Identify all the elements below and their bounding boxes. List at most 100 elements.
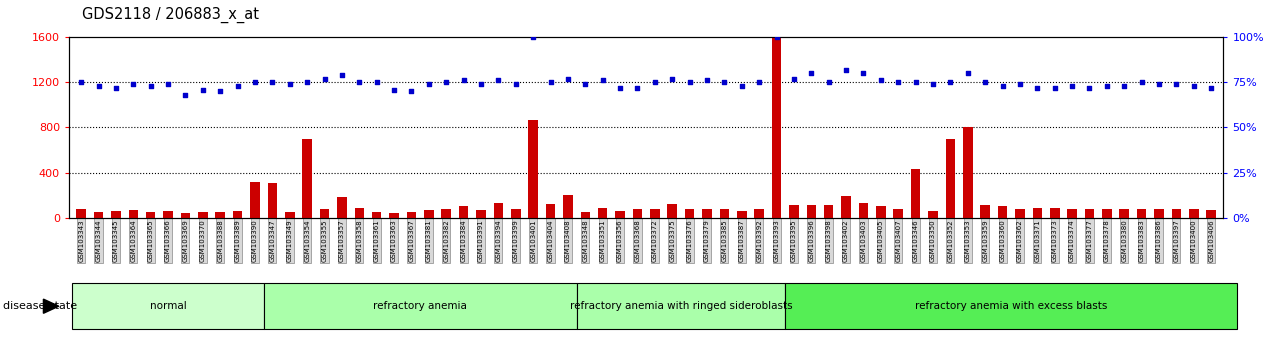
Text: refractory anemia: refractory anemia — [373, 301, 467, 311]
Bar — [737, 211, 747, 218]
Point — [123, 81, 143, 87]
Point — [227, 83, 248, 89]
Point — [140, 83, 161, 89]
Point — [1149, 81, 1170, 87]
Bar — [1171, 209, 1181, 218]
Point — [661, 76, 682, 81]
Bar — [458, 206, 469, 218]
Bar — [911, 169, 921, 218]
Point — [853, 70, 873, 76]
Bar — [337, 198, 346, 218]
Point — [366, 80, 387, 85]
Bar — [494, 203, 503, 218]
Point — [679, 80, 700, 85]
Bar — [511, 209, 521, 218]
Point — [540, 80, 561, 85]
Point — [1131, 80, 1152, 85]
Text: GDS2118 / 206883_x_at: GDS2118 / 206883_x_at — [82, 7, 259, 23]
Bar — [577, 283, 785, 329]
Point — [905, 80, 926, 85]
Bar — [355, 207, 364, 218]
Point — [245, 80, 266, 85]
Bar — [894, 209, 903, 218]
Point — [714, 80, 734, 85]
Bar — [180, 213, 190, 218]
Bar — [789, 205, 798, 218]
Point — [992, 83, 1013, 89]
Bar — [476, 210, 485, 218]
Point — [298, 80, 318, 85]
Bar — [842, 196, 850, 218]
Bar — [1207, 210, 1216, 218]
Bar — [1154, 209, 1163, 218]
Text: refractory anemia with ringed sideroblasts: refractory anemia with ringed sideroblas… — [570, 301, 792, 311]
Bar — [232, 211, 243, 218]
Point — [1079, 85, 1099, 91]
Point — [1062, 83, 1083, 89]
Point — [72, 80, 92, 85]
Bar — [1137, 209, 1147, 218]
Point — [1200, 85, 1221, 91]
Bar — [263, 283, 577, 329]
Point — [888, 80, 908, 85]
Point — [384, 87, 405, 92]
Point — [1114, 83, 1134, 89]
Point — [940, 80, 960, 85]
Text: normal: normal — [149, 301, 186, 311]
Bar — [702, 209, 711, 218]
Point — [871, 78, 891, 83]
Bar — [997, 206, 1008, 218]
Bar — [424, 210, 434, 218]
Point — [645, 80, 665, 85]
Bar — [73, 283, 263, 329]
Point — [209, 88, 230, 94]
Bar — [319, 209, 329, 218]
Point — [262, 80, 282, 85]
Point — [1097, 83, 1117, 89]
Point — [435, 80, 456, 85]
Bar — [303, 139, 312, 218]
Point — [175, 92, 195, 98]
Bar — [598, 207, 608, 218]
Text: disease state: disease state — [3, 301, 77, 311]
Bar — [146, 211, 156, 218]
Bar — [807, 205, 816, 218]
Point — [158, 81, 179, 87]
Point — [1045, 85, 1065, 91]
Point — [401, 88, 421, 94]
Point — [923, 81, 944, 87]
Bar — [529, 120, 538, 218]
Bar — [163, 211, 172, 218]
Bar — [442, 209, 451, 218]
Bar — [198, 212, 208, 218]
Point — [784, 76, 805, 81]
Point — [732, 83, 752, 89]
Bar — [632, 209, 642, 218]
Bar — [1084, 209, 1094, 218]
Point — [193, 87, 213, 92]
Bar — [1050, 208, 1060, 218]
Bar — [93, 212, 103, 218]
Bar — [268, 183, 277, 218]
Point — [575, 81, 595, 87]
Point — [697, 78, 718, 83]
Point — [1184, 83, 1204, 89]
Point — [524, 34, 544, 40]
Bar — [720, 209, 729, 218]
Bar — [250, 182, 259, 218]
Point — [766, 34, 787, 40]
Point — [1166, 81, 1186, 87]
Bar — [858, 203, 868, 218]
Point — [506, 81, 526, 87]
Point — [748, 80, 769, 85]
Point — [627, 85, 647, 91]
Bar — [1068, 209, 1077, 218]
Point — [471, 81, 492, 87]
Point — [106, 85, 126, 91]
Bar — [581, 212, 590, 218]
Point — [974, 80, 995, 85]
Bar — [372, 211, 382, 218]
Point — [314, 76, 335, 81]
Point — [610, 85, 631, 91]
Text: refractory anemia with excess blasts: refractory anemia with excess blasts — [916, 301, 1107, 311]
